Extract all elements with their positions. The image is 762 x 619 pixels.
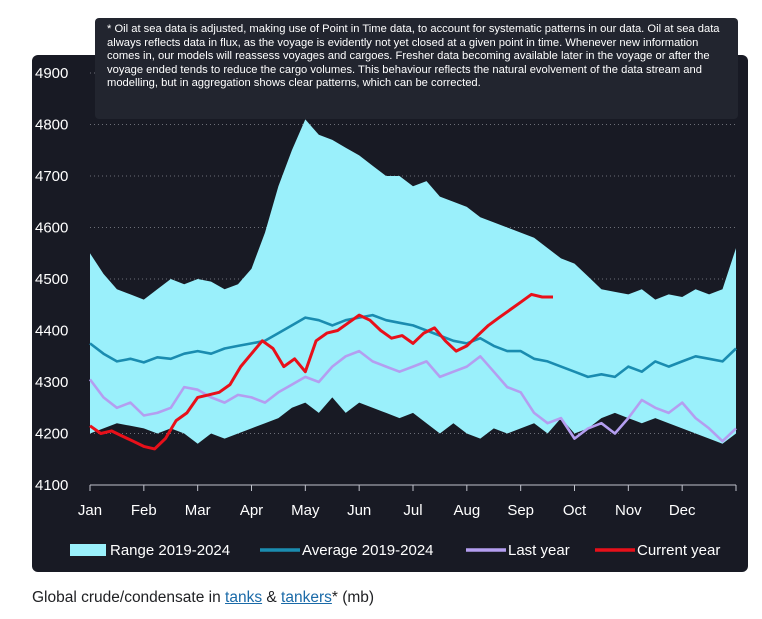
axis-layer: 4100 4200 4300 4400 4500 4600 4700 4800 4900 Jan F…	[35, 65, 737, 519]
chart-svg: 4100 4200 4300 4400 4500 4600 4700 4800 4900 Jan F…	[35, 65, 737, 559]
y-tick-label: 4100	[35, 477, 68, 494]
x-tick-label: Nov	[615, 502, 642, 519]
x-tick-label: Dec	[669, 502, 696, 519]
legend-last-year: Last year	[466, 542, 570, 559]
x-tick-label: Oct	[563, 502, 587, 519]
legend-current-year-label: Current year	[637, 542, 720, 559]
chart-card: 4100 4200 4300 4400 4500 4600 4700 4800 4900 Jan F…	[32, 55, 748, 572]
current-year-line	[89, 292, 553, 451]
y-tick-label: 4800	[35, 117, 68, 134]
chart-caption: Global crude/condensate in tanks & tanke…	[32, 589, 374, 607]
legend-average: Average 2019-2024	[260, 542, 434, 559]
y-tick-label: 4200	[35, 426, 68, 443]
last-year-line	[88, 349, 737, 443]
y-tick-label: 4600	[35, 220, 68, 237]
caption-suffix: * (mb)	[331, 589, 375, 606]
x-tick-label: Feb	[131, 502, 157, 519]
y-tick-label: 4300	[35, 374, 68, 391]
x-tick-label: Aug	[453, 502, 480, 519]
legend-range-swatch	[70, 544, 106, 556]
x-tick-label: Apr	[240, 502, 263, 519]
adjustment-note-text: * Oil at sea data is adjusted, making us…	[107, 23, 720, 90]
legend-range: Range 2019-2024	[70, 542, 230, 559]
tankers-link[interactable]: tankers	[281, 589, 332, 606]
caption-middle: &	[262, 589, 282, 606]
y-tick-label: 4900	[35, 65, 68, 82]
legend-range-label: Range 2019-2024	[110, 542, 230, 559]
legend-current-year: Current year	[595, 542, 720, 559]
caption-prefix: Global crude/condensate in	[32, 589, 226, 606]
x-tick-label: Mar	[185, 502, 211, 519]
x-tick-label: Jan	[78, 502, 102, 519]
adjustment-note: * Oil at sea data is adjusted, making us…	[95, 18, 738, 119]
tanks-link[interactable]: tanks	[225, 589, 263, 606]
average-line	[89, 313, 737, 379]
x-tick-label: May	[291, 502, 320, 519]
x-tick-label: Jun	[347, 502, 371, 519]
legend-average-label: Average 2019-2024	[302, 542, 434, 559]
legend: Range 2019-2024 Average 2019-2024 Last yea…	[70, 542, 720, 559]
y-tick-label: 4400	[35, 323, 68, 340]
y-tick-label: 4700	[35, 168, 68, 185]
x-tick-label: Sep	[507, 502, 534, 519]
range-band	[90, 119, 736, 444]
y-tick-label: 4500	[35, 271, 68, 288]
legend-last-year-label: Last year	[508, 542, 570, 559]
x-tick-label: Jul	[403, 502, 422, 519]
series-layer	[88, 119, 737, 451]
